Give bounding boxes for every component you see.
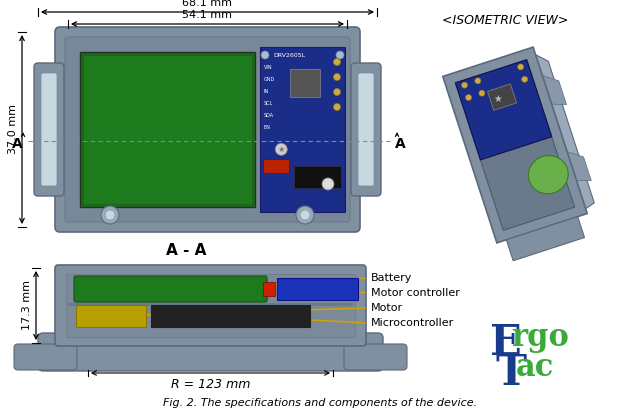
Text: rgo: rgo <box>511 322 569 353</box>
Text: T: T <box>495 352 526 394</box>
Text: Motor controller: Motor controller <box>371 288 460 298</box>
Text: Microcontroller: Microcontroller <box>371 318 454 328</box>
Bar <box>66 274 355 337</box>
Text: <ISOMETRIC VIEW>: <ISOMETRIC VIEW> <box>442 14 568 27</box>
FancyBboxPatch shape <box>34 63 64 196</box>
Text: 68.1 mm: 68.1 mm <box>182 0 232 8</box>
FancyBboxPatch shape <box>55 27 360 232</box>
Bar <box>263 282 275 296</box>
FancyBboxPatch shape <box>55 265 366 346</box>
Circle shape <box>105 210 115 220</box>
Polygon shape <box>543 76 566 105</box>
Circle shape <box>322 178 334 190</box>
Circle shape <box>261 51 269 59</box>
Bar <box>277 278 358 300</box>
Circle shape <box>336 51 344 59</box>
Text: ★: ★ <box>278 145 285 154</box>
Text: 17.3 mm: 17.3 mm <box>22 281 32 330</box>
Bar <box>290 69 319 97</box>
Text: IN: IN <box>264 89 269 94</box>
Polygon shape <box>567 152 591 181</box>
Circle shape <box>101 206 119 224</box>
Text: E: E <box>490 322 522 364</box>
FancyBboxPatch shape <box>65 37 350 222</box>
Polygon shape <box>488 84 516 110</box>
Bar <box>294 166 340 188</box>
Circle shape <box>518 64 524 70</box>
Bar <box>151 305 310 327</box>
Polygon shape <box>506 217 584 261</box>
Bar <box>263 159 289 173</box>
Bar <box>83 55 252 204</box>
Text: 54.1 mm: 54.1 mm <box>182 10 232 20</box>
Text: A: A <box>395 137 406 151</box>
Ellipse shape <box>529 156 568 194</box>
Polygon shape <box>536 55 595 209</box>
Text: DRV2605L: DRV2605L <box>274 53 306 58</box>
Circle shape <box>333 89 340 96</box>
Text: A - A: A - A <box>166 243 206 258</box>
Bar <box>80 52 255 207</box>
FancyBboxPatch shape <box>74 276 267 302</box>
FancyBboxPatch shape <box>351 63 381 196</box>
FancyBboxPatch shape <box>344 344 407 370</box>
Text: ac: ac <box>516 352 554 383</box>
Circle shape <box>461 82 468 88</box>
Circle shape <box>475 78 481 84</box>
Text: SDA: SDA <box>264 112 274 117</box>
FancyBboxPatch shape <box>358 73 374 186</box>
Polygon shape <box>456 60 575 230</box>
Circle shape <box>333 103 340 110</box>
Text: R = 123 mm: R = 123 mm <box>171 378 250 391</box>
FancyBboxPatch shape <box>41 73 57 186</box>
Circle shape <box>333 59 340 66</box>
Circle shape <box>300 210 310 220</box>
Text: 37.0 mm: 37.0 mm <box>8 105 18 154</box>
Text: A: A <box>12 137 23 151</box>
FancyBboxPatch shape <box>38 333 383 371</box>
Text: Fig. 2. The specifications and components of the device.: Fig. 2. The specifications and component… <box>163 398 477 408</box>
Polygon shape <box>456 60 552 160</box>
Text: VIN: VIN <box>264 65 273 70</box>
Text: ★: ★ <box>493 94 502 104</box>
Bar <box>260 47 345 212</box>
Bar <box>76 305 146 327</box>
Bar <box>68 303 353 306</box>
Text: Motor: Motor <box>371 303 403 313</box>
Circle shape <box>333 73 340 80</box>
Circle shape <box>275 143 287 155</box>
Text: GND: GND <box>264 77 275 82</box>
Circle shape <box>465 94 472 101</box>
Text: SCL: SCL <box>264 101 273 105</box>
FancyBboxPatch shape <box>14 344 77 370</box>
Text: Battery: Battery <box>371 273 412 283</box>
Text: EN: EN <box>264 124 271 129</box>
Circle shape <box>479 90 485 96</box>
Circle shape <box>296 206 314 224</box>
Polygon shape <box>443 47 588 243</box>
Circle shape <box>522 76 527 82</box>
